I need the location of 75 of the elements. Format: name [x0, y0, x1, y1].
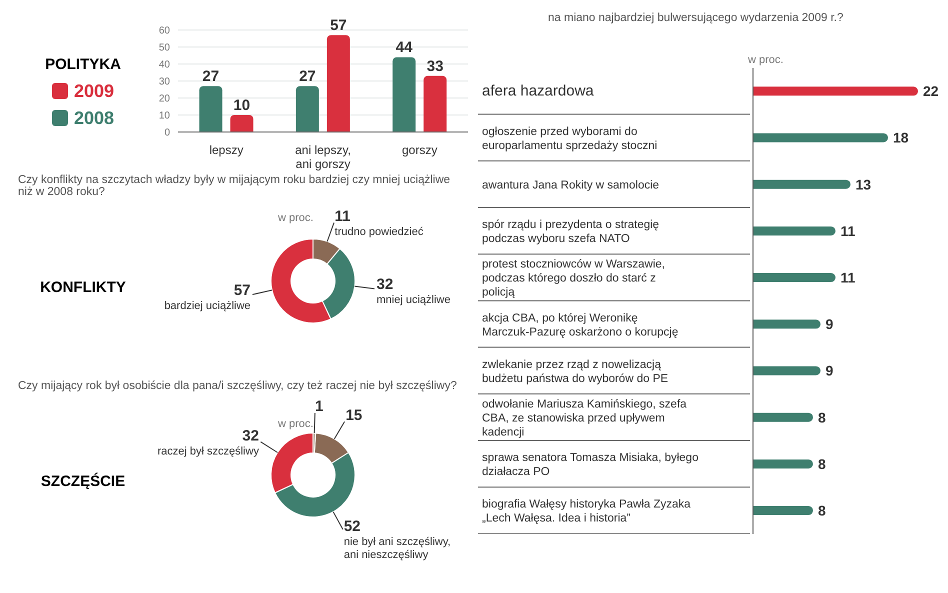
y-tick-label: spór rządu i prezydenta o strategię podczas wyboru szefa NATO: [482, 219, 660, 246]
x-tick-label: lepszy: [209, 143, 244, 157]
data-label: 57: [234, 282, 251, 299]
text: POLITYKA: [45, 56, 121, 72]
bar: [296, 86, 319, 132]
y-tick-label: afera hazardowa: [482, 82, 594, 100]
bar: [753, 226, 836, 236]
text: w proc.: [278, 212, 314, 224]
slice-label: raczej był szczęśliwy: [157, 446, 260, 458]
bar: [326, 35, 350, 132]
data-label: 15: [346, 406, 362, 424]
data-label: 57: [330, 17, 347, 34]
data-label: 18: [893, 130, 909, 146]
bar: [392, 57, 416, 132]
y-tick-label: 20: [158, 94, 170, 105]
y-tick-label: 50: [158, 42, 170, 54]
bar: [753, 320, 820, 329]
y-tick-label: odwołanie Mariusza Kamińskiego, szefa CBA, ze stanowiska przed upływem kadencji: [482, 398, 688, 438]
bar: [230, 115, 254, 132]
data-label: 27: [202, 68, 220, 86]
data-label: 32: [376, 276, 394, 294]
chart-subtitle: Czy mijający rok był osobiście dla pana/i szczęśliwy, czy też raczej nie był szczęśliwy?: [18, 380, 458, 392]
bar: [424, 76, 447, 132]
y-tick-label: biografia Wałęsy historyka Pawła Zyzaka „Lech Wałęsa. Idea i historia”: [482, 498, 692, 525]
y-tick-label: sprawa senatora Tomasza Misiaka, byłego działacza PO: [482, 452, 698, 478]
y-tick-label: ogłoszenie przed wyborami do europarlamentu sprzedaży stoczni: [482, 126, 658, 152]
data-label: 11: [840, 222, 856, 239]
bar: [753, 412, 813, 422]
data-label: 8: [818, 456, 826, 472]
bar: [753, 86, 918, 96]
y-tick-label: 10: [158, 110, 170, 122]
slice-label: bardziej uciążliwe: [164, 300, 251, 312]
data-label: 44: [396, 39, 414, 56]
text: w proc.: [278, 418, 314, 430]
data-label: 1: [315, 398, 324, 416]
data-label: 8: [818, 502, 826, 519]
slice-label: trudno powiedzieć: [334, 226, 424, 238]
data-label: 33: [426, 58, 444, 75]
bar: [753, 506, 813, 516]
data-label: 9: [826, 362, 834, 379]
data-label: 8: [818, 409, 826, 426]
data-label: 22: [923, 83, 939, 100]
y-tick-label: 40: [158, 60, 170, 71]
bar: [753, 180, 850, 189]
legend-label: 2009: [74, 80, 114, 102]
y-tick-label: protest stoczniowców w Warszawie, podczas którego doszło do starć z policją: [482, 258, 665, 299]
text: KONFLIKTY: [39, 278, 127, 296]
y-tick-label: awantura Jana Rokity w samolocie: [482, 180, 660, 192]
data-label: 11: [840, 270, 856, 286]
y-tick-label: akcja CBA, po której Weronikę Marczuk-Pazurę oskarżono o korupcję: [482, 312, 678, 338]
x-tick-label: gorszy: [402, 143, 438, 157]
text: SZCZĘŚCIE: [40, 472, 126, 490]
data-label: 52: [344, 518, 361, 536]
bar: [753, 273, 836, 282]
data-label: 27: [299, 68, 316, 86]
data-label: 13: [856, 176, 872, 192]
bar: [199, 86, 222, 132]
y-tick-label: 0: [164, 128, 170, 139]
data-label: 9: [826, 316, 834, 332]
data-label: 32: [242, 428, 259, 445]
slice-label: nie był ani szczęśliwy, ani nieszczęśliwy: [344, 536, 451, 562]
x-tick-label: ani lepszy, ani gorszy: [295, 143, 351, 171]
y-tick-label: 30: [158, 76, 170, 88]
slice-label: mniej uciążliwe: [376, 294, 450, 306]
text: w proc.: [748, 54, 784, 66]
data-label: 11: [334, 208, 351, 225]
legend-label: 2008: [74, 108, 114, 128]
data-label: 10: [233, 97, 250, 114]
chart-subtitle: Czy konflikty na szczytach władzy były w mijającym roku bardziej czy mniej uciążliwe niż w 2008 roku?: [18, 174, 452, 198]
y-tick-label: 60: [158, 26, 170, 37]
chart-subtitle: na miano najbardziej bulwersującego wydarzenia 2009 r.?: [548, 12, 844, 24]
bar: [753, 459, 813, 468]
y-tick-label: zwlekanie przez rząd z nowelizacją budżetu państwa do wyborów do PE: [482, 358, 668, 385]
bar: [753, 366, 820, 376]
bar: [753, 133, 888, 142]
